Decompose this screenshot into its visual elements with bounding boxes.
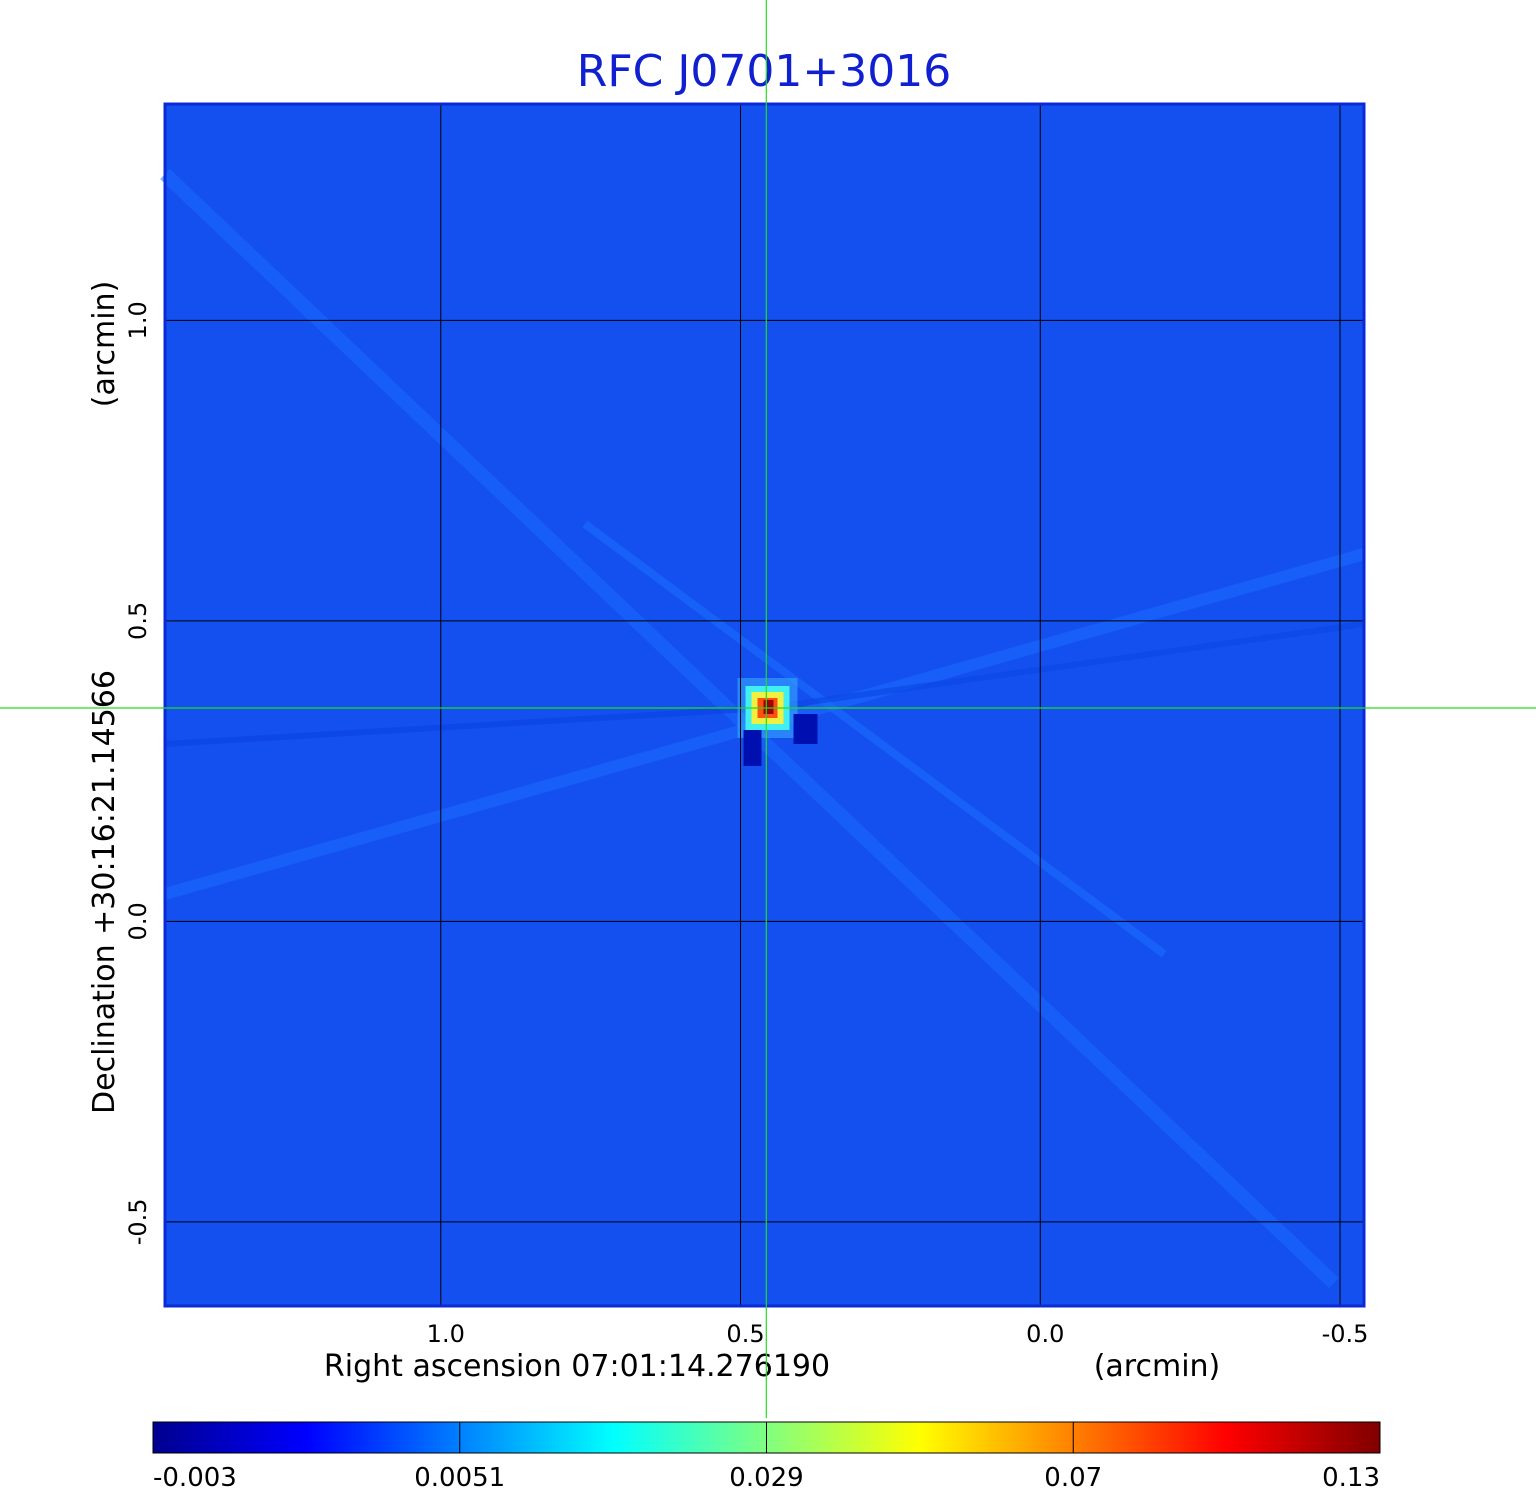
coordinate-grid xyxy=(165,104,1364,1306)
x-tick-label: 0.0 xyxy=(1026,1320,1064,1348)
sidelobe-streak xyxy=(164,705,768,747)
sidelobe-streak xyxy=(767,621,1365,711)
negative-lobe xyxy=(793,714,818,745)
x-axis-unit: (arcmin) xyxy=(1094,1349,1221,1384)
x-tick-label: -0.5 xyxy=(1322,1320,1369,1348)
image-panel xyxy=(160,102,1366,1308)
colorbar-tick-label: 0.07 xyxy=(1044,1463,1102,1493)
x-tick-labels: 1.0 0.5 0.0 -0.5 xyxy=(427,1320,1369,1348)
y-tick-label: 0.0 xyxy=(124,902,152,940)
colorbar-tick-label: 0.13 xyxy=(1322,1463,1380,1493)
y-tick-label: -0.5 xyxy=(124,1198,152,1245)
colorbar-tick-label: 0.029 xyxy=(729,1463,803,1493)
x-tick-label: 0.5 xyxy=(726,1320,764,1348)
negative-lobe xyxy=(743,730,762,767)
y-tick-labels: 1.0 0.5 0.0 -0.5 xyxy=(124,301,152,1245)
x-tick-label: 1.0 xyxy=(427,1320,465,1348)
colorbar: -0.003 0.0051 0.029 0.07 0.13 xyxy=(152,1421,1381,1493)
y-tick-label: 0.5 xyxy=(124,602,152,640)
colorbar-tick-label: 0.0051 xyxy=(414,1463,505,1493)
colorbar-tick-label: -0.003 xyxy=(153,1463,237,1493)
y-axis-unit: (arcmin) xyxy=(87,281,122,408)
y-axis-label: Declination +30:16:21.14566 xyxy=(87,670,122,1114)
sidelobe-streak xyxy=(582,520,1167,958)
x-axis-label: Right ascension 07:01:14.276190 xyxy=(324,1349,830,1384)
crosshair xyxy=(0,0,1536,1418)
y-tick-label: 1.0 xyxy=(124,301,152,339)
colorbar-tick-labels: -0.003 0.0051 0.029 0.07 0.13 xyxy=(152,1422,1381,1493)
image-frame xyxy=(163,102,1366,1308)
source-peak xyxy=(763,700,774,715)
chart-title: RFC J0701+3016 xyxy=(577,46,951,97)
